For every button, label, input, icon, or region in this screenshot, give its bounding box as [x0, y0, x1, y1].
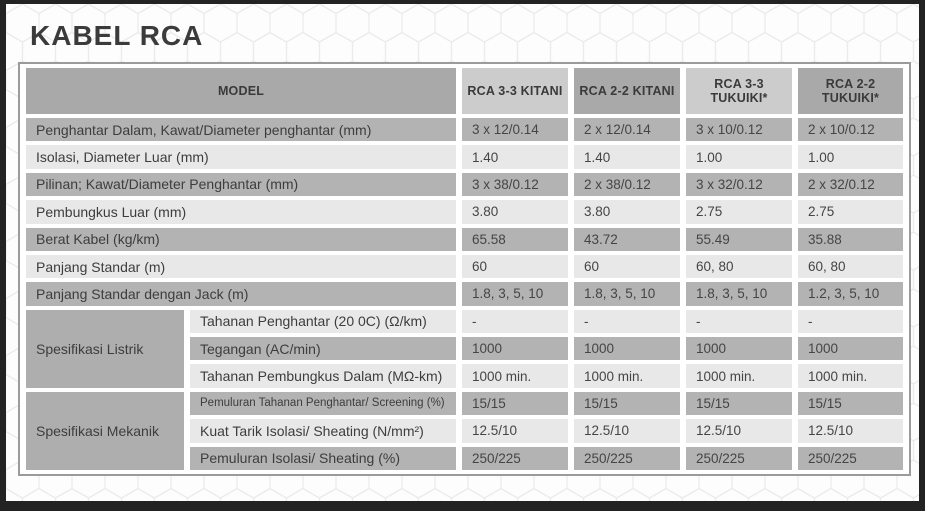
value-cell: 3 x 38/0.12	[462, 172, 569, 197]
value-cell: 1000	[686, 337, 793, 361]
value-cell: 1.40	[574, 145, 681, 169]
value-cell: -	[462, 309, 569, 333]
table-row: Kuat Tarik Isolasi/ Sheating (N/mm²) 12.5…	[26, 419, 903, 443]
table-row: Panjang Standar (m) 60 60 60, 80 60, 80	[26, 254, 903, 279]
value-cell: 1000	[574, 337, 681, 361]
table-row: Panjang Standar dengan Jack (m) 1.8, 3, 5…	[26, 282, 903, 306]
row-label-cell: Penghantar Dalam, Kawat/Diameter penghan…	[26, 118, 457, 142]
value-cell: 15/15	[462, 391, 569, 416]
value-cell: 15/15	[574, 391, 681, 416]
value-cell: 3 x 12/0.14	[462, 118, 569, 142]
value-cell: 2.75	[686, 200, 793, 224]
value-cell: 1000 min.	[574, 364, 681, 388]
value-cell: 43.72	[574, 227, 681, 251]
column-header-rca-3-3-tukuiki: RCA 3-3 TUKUIKI*	[686, 68, 793, 114]
value-cell: -	[686, 309, 793, 333]
table-row: Pemuluran Isolasi/ Sheating (%) 250/225 25…	[26, 446, 903, 470]
spec-table: MODEL RCA 3-3 KITANI RCA 2-2 KITANI RCA …	[20, 64, 909, 474]
value-cell: 60	[574, 254, 681, 279]
spec-label-cell: Tahanan Pembungkus Dalam (MΩ-km)	[190, 364, 457, 388]
value-cell: 3.80	[574, 200, 681, 224]
spec-label-cell: Pemuluran Tahanan Penghantar/ Screening …	[190, 391, 457, 416]
value-cell: 1000	[462, 337, 569, 361]
table-row: Tahanan Pembungkus Dalam (MΩ-km) 1000 min…	[26, 364, 903, 388]
value-cell: 2 x 32/0.12	[798, 172, 903, 197]
row-label-cell: Isolasi, Diameter Luar (mm)	[26, 145, 457, 169]
row-label-cell: Pembungkus Luar (mm)	[26, 200, 457, 224]
table-row: Pembungkus Luar (mm) 3.80 3.80 2.75 2.75	[26, 200, 903, 224]
row-label-cell: Pilinan; Kawat/Diameter Penghantar (mm)	[26, 172, 457, 197]
table-body: Penghantar Dalam, Kawat/Diameter penghan…	[26, 118, 903, 470]
value-cell: 60, 80	[686, 254, 793, 279]
group-label-cell: Spesifikasi Listrik	[26, 309, 184, 388]
table-row: Pilinan; Kawat/Diameter Penghantar (mm) 3…	[26, 172, 903, 197]
table-row: Spesifikasi Listrik Tahanan Penghantar (2…	[26, 309, 903, 388]
value-cell: 1.8, 3, 5, 10	[574, 282, 681, 306]
value-cell: 12.5/10	[686, 419, 793, 443]
value-cell: 250/225	[686, 446, 793, 470]
model-header-cell: MODEL	[26, 68, 457, 114]
table-row: Berat Kabel (kg/km) 65.58 43.72 55.49 35.88	[26, 227, 903, 251]
spec-label-cell: Pemuluran Isolasi/ Sheating (%)	[190, 446, 457, 470]
value-cell: 1.40	[462, 145, 569, 169]
value-cell: -	[798, 309, 903, 333]
value-cell: 12.5/10	[798, 419, 903, 443]
value-cell: 2.75	[798, 200, 903, 224]
value-cell: 1.8, 3, 5, 10	[462, 282, 569, 306]
value-cell: 60, 80	[798, 254, 903, 279]
column-header-rca-2-2-kitani: RCA 2-2 KITANI	[574, 68, 681, 114]
value-cell: 1000	[798, 337, 903, 361]
value-cell: 35.88	[798, 227, 903, 251]
row-label-cell: Berat Kabel (kg/km)	[26, 227, 457, 251]
value-cell: -	[574, 309, 681, 333]
value-cell: 1.00	[798, 145, 903, 169]
column-header-rca-2-2-tukuiki: RCA 2-2 TUKUIKI*	[798, 68, 903, 114]
value-cell: 12.5/10	[462, 419, 569, 443]
value-cell: 65.58	[462, 227, 569, 251]
value-cell: 250/225	[462, 446, 569, 470]
page-title: KABEL RCA	[30, 20, 204, 51]
row-label-cell: Panjang Standar (m)	[26, 254, 457, 279]
value-cell: 12.5/10	[574, 419, 681, 443]
value-cell: 1000 min.	[686, 364, 793, 388]
table-header-row: MODEL RCA 3-3 KITANI RCA 2-2 KITANI RCA …	[26, 68, 903, 114]
table-row: Penghantar Dalam, Kawat/Diameter penghan…	[26, 118, 903, 142]
value-cell: 1.00	[686, 145, 793, 169]
value-cell: 3 x 10/0.12	[686, 118, 793, 142]
value-cell: 250/225	[798, 446, 903, 470]
value-cell: 1.8, 3, 5, 10	[686, 282, 793, 306]
column-header-rca-3-3-kitani: RCA 3-3 KITANI	[462, 68, 569, 114]
table-row: Isolasi, Diameter Luar (mm) 1.40 1.40 1.00 1…	[26, 145, 903, 169]
spec-label-cell: Kuat Tarik Isolasi/ Sheating (N/mm²)	[190, 419, 457, 443]
table-row: Spesifikasi Mekanik Pemuluran Tahanan Pen…	[26, 391, 903, 470]
spec-label-cell: Tegangan (AC/min)	[190, 337, 457, 361]
value-cell: 15/15	[686, 391, 793, 416]
spec-table-panel: MODEL RCA 3-3 KITANI RCA 2-2 KITANI RCA …	[18, 62, 911, 476]
spec-label-cell: Tahanan Penghantar (20 0C) (Ω/km)	[190, 309, 457, 333]
value-cell: 1000 min.	[462, 364, 569, 388]
value-cell: 250/225	[574, 446, 681, 470]
value-cell: 2 x 38/0.12	[574, 172, 681, 197]
value-cell: 1000 min.	[798, 364, 903, 388]
value-cell: 55.49	[686, 227, 793, 251]
value-cell: 2 x 10/0.12	[798, 118, 903, 142]
value-cell: 15/15	[798, 391, 903, 416]
table-row: Tegangan (AC/min) 1000 1000 1000 1000	[26, 337, 903, 361]
value-cell: 60	[462, 254, 569, 279]
row-label-cell: Panjang Standar dengan Jack (m)	[26, 282, 457, 306]
group-label-cell: Spesifikasi Mekanik	[26, 391, 184, 470]
value-cell: 1.2, 3, 5, 10	[798, 282, 903, 306]
value-cell: 2 x 12/0.14	[574, 118, 681, 142]
value-cell: 3 x 32/0.12	[686, 172, 793, 197]
value-cell: 3.80	[462, 200, 569, 224]
